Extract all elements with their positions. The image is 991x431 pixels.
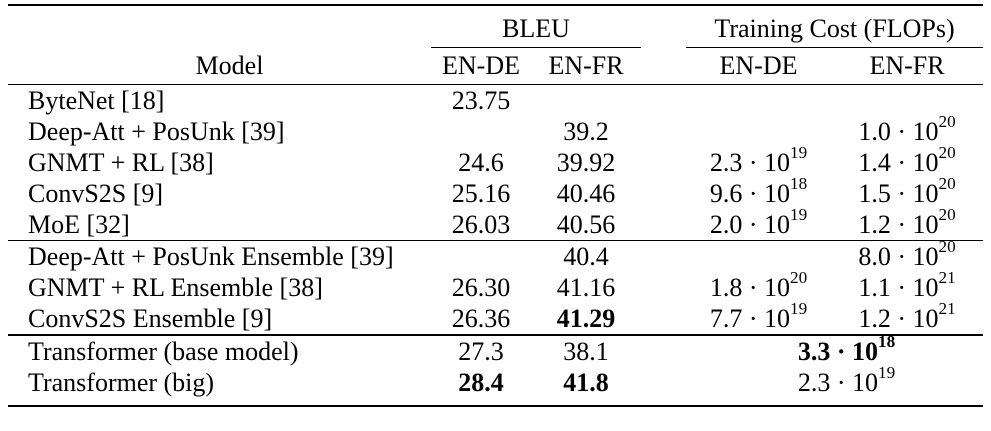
column-spacer — [641, 272, 686, 303]
cost-en-fr-value: 1.4 · 1020 — [858, 143, 956, 177]
results-table: Model BLEU Training Cost (FLOPs) EN-DE E… — [8, 4, 984, 407]
bleu-en-de-value: 28.4 — [431, 366, 531, 407]
model-name: GNMT + RL [38] — [28, 147, 214, 177]
cost-en-fr-value: 1.0 · 1020 — [858, 112, 956, 146]
cost-en-fr-value: 1.2 · 1021 — [858, 299, 956, 333]
table-row-moe: MoE [32] 26.03 40.56 2.0 · 1019 1.2 · 10… — [8, 205, 983, 241]
column-spacer — [641, 366, 687, 407]
cost-en-fr-value: 8.0 · 1020 — [831, 238, 984, 272]
cost-en-fr-value: 1.5 · 1020 — [858, 174, 956, 208]
table-body: ByteNet [18] 23.75 Deep-Att + PosUnk [39… — [8, 84, 984, 407]
model-name: ConvS2S Ensemble [9] — [28, 303, 273, 333]
bleu-en-de-value: 26.36 — [451, 303, 511, 333]
bleu-en-de-value: 23.75 — [451, 85, 511, 115]
bleu-en-de-value: 26.03 — [451, 209, 511, 239]
model-name: Deep-Att + PosUnk [39] — [28, 116, 285, 146]
col-group-training-cost: Training Cost (FLOPs) — [686, 5, 984, 48]
bleu-en-fr-value — [531, 84, 641, 116]
cost-combined-value: 3.3 · 1018 — [686, 333, 984, 367]
model-name: MoE [32] — [28, 209, 130, 239]
bleu-en-fr-value: 41.16 — [556, 272, 616, 302]
header-group-row: Model BLEU Training Cost (FLOPs) — [8, 5, 984, 85]
table-row-transformer-base: Transformer (base model) 27.3 38.1 3.3 ·… — [8, 333, 984, 367]
cost-en-de-value — [686, 239, 832, 272]
col-header-bleu-en-fr: EN-FR — [531, 47, 642, 85]
cost-en-de-value: 7.7 · 1019 — [709, 299, 808, 333]
cost-en-de-value: 9.6 · 1018 — [709, 174, 808, 208]
col-header-model: Model — [8, 5, 431, 85]
header-sub-row: EN-DE EN-FR EN-DE EN-FR — [8, 47, 984, 85]
cost-en-de-value — [686, 116, 831, 147]
table-row-convs2s: ConvS2S [9] 25.16 40.46 9.6 · 1018 1.5 ·… — [8, 174, 983, 209]
model-name: Transformer (big) — [8, 366, 431, 407]
col-group-bleu: BLEU — [431, 5, 642, 48]
model-name: ConvS2S [9] — [28, 178, 164, 208]
table-row-gnmt: GNMT + RL [38] 24.6 39.92 2.3 · 1019 1.4… — [8, 143, 983, 178]
col-header-bleu-en-de: EN-DE — [431, 47, 531, 85]
table-row-convs2s-ensemble: ConvS2S Ensemble [9] 26.36 41.29 7.7 · 1… — [8, 299, 983, 335]
bleu-en-de-value — [431, 116, 531, 147]
column-spacer — [641, 333, 687, 367]
column-spacer — [641, 116, 686, 147]
bleu-en-de-value — [431, 239, 531, 272]
bleu-en-fr-value: 38.1 — [531, 333, 642, 367]
table-row-deep-att-ensemble: Deep-Att + PosUnk Ensemble [39] 40.4 8.0… — [8, 238, 984, 272]
column-spacer — [641, 84, 686, 116]
cost-en-de-value: 2.0 · 1019 — [709, 205, 808, 239]
bleu-en-fr-value: 41.8 — [531, 366, 642, 407]
column-spacer — [641, 147, 686, 178]
bleu-en-fr-value: 40.46 — [556, 178, 616, 208]
model-name: GNMT + RL Ensemble [38] — [28, 272, 323, 302]
cost-en-fr-value — [831, 84, 983, 116]
bleu-en-fr-value: 39.2 — [563, 116, 609, 146]
cost-en-fr-value: 1.1 · 1021 — [858, 268, 956, 302]
bleu-en-fr-value: 39.92 — [556, 147, 616, 177]
cost-en-de-value: 2.3 · 1019 — [709, 143, 808, 177]
model-name: ByteNet [18] — [28, 85, 165, 115]
col-header-cost-en-fr: EN-FR — [831, 47, 984, 85]
bleu-en-de-value: 25.16 — [451, 178, 511, 208]
column-spacer — [641, 303, 686, 335]
cost-en-de-value: 1.8 · 1020 — [709, 268, 808, 302]
col-header-cost-en-de: EN-DE — [686, 47, 832, 85]
bleu-en-fr-value: 40.56 — [556, 209, 616, 239]
column-spacer — [641, 5, 687, 85]
bleu-en-de-value: 27.3 — [431, 333, 531, 367]
bleu-en-fr-value: 40.4 — [531, 239, 642, 272]
table-row-gnmt-ensemble: GNMT + RL Ensemble [38] 26.30 41.16 1.8 … — [8, 268, 983, 303]
table-row-transformer-big: Transformer (big) 28.4 41.8 2.3 · 1019 — [8, 364, 984, 407]
cost-combined-value: 2.3 · 1019 — [686, 364, 984, 407]
cost-en-de-value — [686, 84, 831, 116]
column-spacer — [641, 178, 686, 209]
table-row-bytenet: ByteNet [18] 23.75 — [8, 84, 983, 116]
table-header: Model BLEU Training Cost (FLOPs) EN-DE E… — [8, 5, 984, 85]
bleu-en-de-value: 26.30 — [451, 272, 511, 302]
model-name: Transformer (base model) — [8, 333, 431, 367]
bleu-en-de-value: 24.6 — [458, 147, 504, 177]
cost-en-fr-value: 1.2 · 1020 — [858, 205, 956, 239]
model-name: Deep-Att + PosUnk Ensemble [39] — [8, 239, 431, 272]
column-spacer — [641, 209, 686, 241]
column-spacer — [641, 239, 687, 272]
bleu-en-fr-value: 41.29 — [556, 303, 616, 333]
table-row-deep-att: Deep-Att + PosUnk [39] 39.2 1.0 · 1020 — [8, 112, 983, 147]
